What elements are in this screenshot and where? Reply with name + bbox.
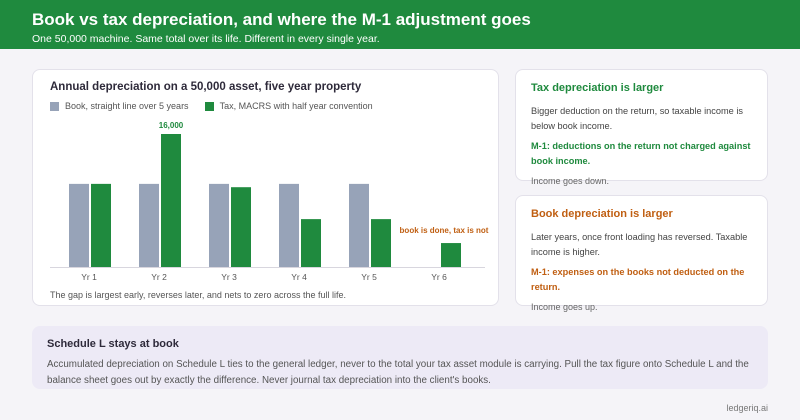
chart-legend: Book, straight line over 5 years Tax, MA… [50,101,373,111]
x-tick-label: Yr 5 [361,272,377,282]
tax-card-effect: Income goes down. [531,176,610,186]
legend-swatch-tax [204,101,214,111]
legend-label-tax: Tax, MACRS with half year convention [219,101,373,111]
bar-book-2 [139,183,159,267]
bar-tax-5 [371,219,391,267]
tax-card-body: Bigger deduction on the return, so taxab… [531,106,743,131]
schedule-title: Schedule L stays at book [47,338,179,350]
legend-swatch-book [50,101,59,111]
chart-card: Yr 1 Yr 2 Yr 3 Yr 4 Yr 5 Yr 6 16,000 book is do… [32,69,499,306]
x-tick-label: Yr 3 [221,272,237,282]
bar-tax-4 [301,219,321,267]
depreciation-chart: Yr 1 Yr 2 Yr 3 Yr 4 Yr 5 Yr 6 16,000 book is do… [50,121,489,282]
legend-item-tax: Tax, MACRS with half year convention [204,101,373,111]
schedule-l-panel: Schedule L stays at book Accumulated dep… [32,326,768,389]
bar-tax-3 [231,187,251,267]
tax-larger-card: Tax depreciation is larger Bigger deduct… [515,69,768,186]
bar-tax-2 [161,134,181,267]
tax-card-m1: M-1: deductions on the return not charge… [531,141,751,166]
page-header: Book vs tax depreciation, and where the … [0,0,800,49]
tax-card-title: Tax depreciation is larger [531,82,664,94]
book-card-body: Later years, once front loading has reve… [531,232,748,257]
footer-brand: ledgeriq.ai [726,403,768,413]
book-card-title: Book depreciation is larger [531,208,673,220]
bar-book-3 [209,183,229,267]
legend-label-book: Book, straight line over 5 years [65,101,189,111]
bar-book-1 [69,183,89,267]
book-card-m1: M-1: expenses on the books not deducted … [531,267,745,292]
x-tick-label: Yr 1 [81,272,97,282]
chart-note: The gap is largest early, reverses later… [50,290,346,300]
bar-tax-1 [91,183,111,267]
chart-title: Annual depreciation on a 50,000 asset, f… [50,81,362,93]
annotation-yr6: book is done, tax is not [400,226,489,235]
bar-book-4 [279,183,299,267]
bar-book-5 [349,183,369,267]
data-label-yr2: 16,000 [159,121,184,130]
x-tick-label: Yr 2 [151,272,167,282]
bar-tax-6 [441,243,461,267]
book-larger-card: Book depreciation is larger Later years,… [515,195,768,312]
x-tick-label: Yr 6 [431,272,447,282]
schedule-body: Accumulated depreciation on Schedule L t… [47,359,749,386]
book-card-effect: Income goes up. [531,302,598,312]
page-subtitle: One 50,000 machine. Same total over its … [32,33,380,45]
legend-item-book: Book, straight line over 5 years [50,101,189,111]
x-tick-label: Yr 4 [291,272,307,282]
page-title: Book vs tax depreciation, and where the … [32,10,531,29]
